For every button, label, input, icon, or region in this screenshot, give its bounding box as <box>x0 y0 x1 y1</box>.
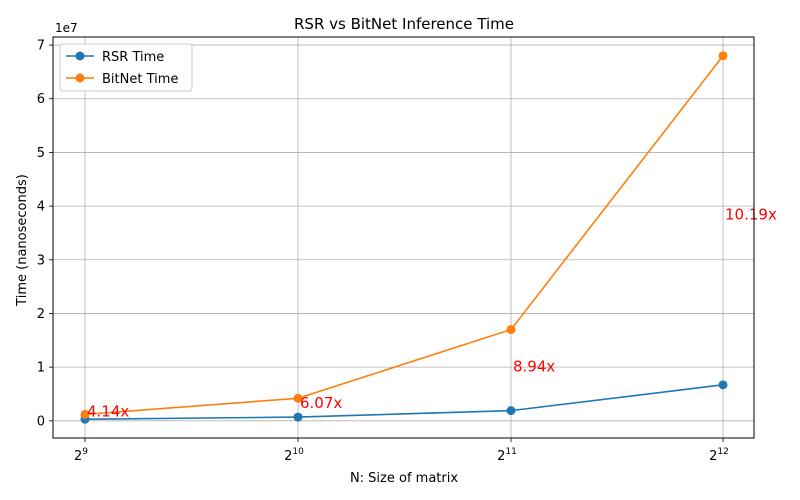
speedup-annotation: 10.19x <box>725 206 777 224</box>
data-point-bitnet <box>80 409 90 419</box>
x-tick-base: 2 <box>74 449 82 464</box>
y-axis-ticks: 0 1 2 3 4 5 6 7 <box>37 39 53 429</box>
chart-title: RSR vs BitNet Inference Time <box>294 15 514 33</box>
y-tick-label: 6 <box>37 92 45 107</box>
y-tick-label: 7 <box>37 39 45 54</box>
x-tick-exponent: 9 <box>82 447 88 457</box>
y-tick-label: 2 <box>37 307 45 322</box>
legend-label-rsr: RSR Time <box>102 50 164 65</box>
speedup-annotation: 6.07x <box>300 394 342 412</box>
data-point-bitnet <box>718 51 728 61</box>
y-tick-label: 0 <box>37 414 45 429</box>
x-axis-ticks: 29 210 211 212 <box>74 438 729 464</box>
y-axis-label: Time (nanoseconds) <box>15 174 30 307</box>
data-point-rsr <box>506 406 516 416</box>
legend-item-bitnet: BitNet Time <box>66 72 178 87</box>
legend: RSR Time BitNet Time <box>59 43 193 92</box>
legend-item-rsr: RSR Time <box>66 50 164 65</box>
series-bitnet <box>80 51 728 419</box>
y-tick-label: 3 <box>37 253 45 268</box>
x-tick-exponent: 10 <box>292 447 304 457</box>
speedup-annotation: 8.94x <box>513 358 555 376</box>
x-tick-base: 2 <box>709 449 717 464</box>
x-tick-label: 29 <box>74 447 88 464</box>
grid <box>53 37 754 438</box>
data-point-bitnet <box>293 393 303 403</box>
series-line-bitnet <box>84 55 724 416</box>
data-point-rsr <box>718 380 728 390</box>
x-tick-exponent: 12 <box>717 447 728 457</box>
x-tick-label: 210 <box>284 447 304 464</box>
y-tick-label: 4 <box>37 200 45 215</box>
x-tick-label: 211 <box>497 447 517 464</box>
annotations-layer: 4.14x 6.07x 8.94x 10.19x <box>87 206 777 421</box>
legend-label-bitnet: BitNet Time <box>102 72 178 87</box>
y-offset-label: 1e7 <box>55 21 78 35</box>
y-tick-label: 5 <box>37 146 45 161</box>
speedup-annotation: 4.14x <box>87 403 129 421</box>
x-tick-base: 2 <box>497 449 505 464</box>
series-layer <box>80 51 728 424</box>
series-line-rsr <box>84 384 724 421</box>
x-tick-exponent: 11 <box>505 447 516 457</box>
legend-swatch-bitnet-marker <box>75 73 85 83</box>
x-tick-label: 212 <box>709 447 729 464</box>
y-tick-label: 1 <box>37 361 45 376</box>
x-axis-label: N: Size of matrix <box>350 471 458 486</box>
data-point-bitnet <box>506 325 516 335</box>
data-point-rsr <box>293 412 303 422</box>
legend-swatch-rsr-marker <box>75 51 85 61</box>
plot-area-frame <box>52 36 755 439</box>
x-tick-base: 2 <box>284 449 292 464</box>
